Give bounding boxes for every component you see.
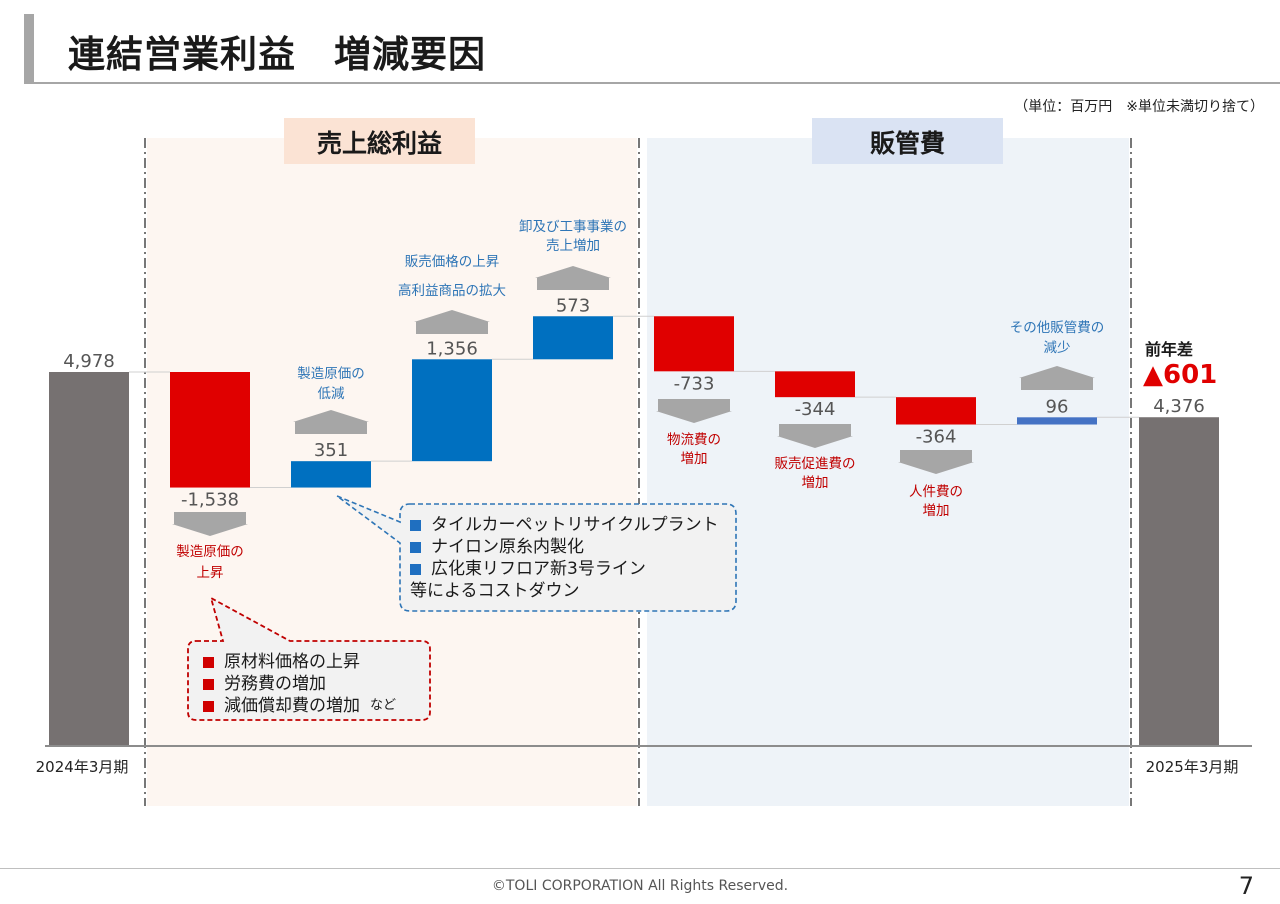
bullet-square-icon <box>203 678 214 690</box>
factor-label-8: その他販管費の <box>1010 320 1105 336</box>
value-label-5: -733 <box>674 373 715 394</box>
title-divider <box>24 82 1280 84</box>
bar-4 <box>533 316 613 360</box>
page-number: 7 <box>1238 872 1254 900</box>
unit-note: （単位：百万円 ※単位未満切り捨て） <box>1014 99 1264 115</box>
bar-1 <box>170 372 250 488</box>
bar-7 <box>896 397 976 425</box>
down-arrow-icon-7 <box>898 450 974 474</box>
factor-label-1: 製造原価の <box>176 544 244 560</box>
factor-label-6: 増加 <box>802 475 829 491</box>
factor-label-2: 低減 <box>318 385 345 402</box>
factor-label-7: 人件費の <box>909 484 963 500</box>
cost-up-callout-box <box>187 596 431 721</box>
gross-profit-header <box>284 118 475 164</box>
callout-item: 広化東リフロア新3号ライン <box>410 558 719 580</box>
footer-divider <box>0 868 1280 869</box>
value-label-8: 96 <box>1046 396 1069 417</box>
factor-label-3: 高利益商品の拡大 <box>398 282 506 299</box>
down-arrow-icon-6 <box>777 424 853 448</box>
factor-label-4: 売上増加 <box>546 238 600 254</box>
page-title: 連結営業利益 増減要因 <box>68 33 486 76</box>
bullet-square-icon <box>203 656 214 668</box>
value-label-9: 4,376 <box>1153 396 1205 417</box>
down-arrow-icon-5 <box>656 399 732 423</box>
yoy-label: 前年差 <box>1145 340 1193 359</box>
gross-profit-header-label: 売上総利益 <box>317 129 442 158</box>
sga-panel <box>647 138 1129 806</box>
bullet-square-icon <box>410 541 421 553</box>
bullet-square-icon <box>203 700 214 712</box>
title-accent-bar <box>24 14 34 82</box>
bar-3 <box>412 359 492 462</box>
yoy-value: ▲601 <box>1143 360 1217 390</box>
factor-label-6: 販売促進費の <box>775 456 856 472</box>
factor-label-3: 販売価格の上昇 <box>405 254 500 270</box>
callout-item: 減価償却費の増加 など <box>203 695 396 717</box>
up-arrow-icon-2 <box>293 410 369 434</box>
category-label-2025: 2025年3月期 <box>1146 758 1239 776</box>
bar-9 <box>1139 417 1219 746</box>
bar-0 <box>49 372 129 746</box>
factor-label-5: 物流費の <box>667 432 721 448</box>
factor-label-1: 上昇 <box>197 565 224 581</box>
factor-label-8: 減少 <box>1044 339 1071 356</box>
factor-label-7: 増加 <box>923 503 950 519</box>
cost-down-callout-box <box>336 495 737 612</box>
bar-8 <box>1017 417 1097 425</box>
waterfall-chart: 売上総利益 販管費 4,978 -1,538 351 1,356 573 -733 -344… <box>36 118 1252 806</box>
callout-suffix: 等によるコストダウン <box>410 581 580 601</box>
bar-6 <box>775 371 855 398</box>
plot-area: 4,978 -1,538 351 1,356 573 -733 -344 -364 96 4,37… <box>49 219 1219 746</box>
bullet-square-icon <box>410 519 421 531</box>
copyright: ©TOLI CORPORATION All Rights Reserved. <box>491 878 789 894</box>
up-arrow-icon-4 <box>535 266 611 290</box>
factor-label-2: 製造原価の <box>297 366 365 382</box>
value-label-7: -364 <box>916 427 957 448</box>
value-label-3: 1,356 <box>426 338 478 359</box>
factor-label-4: 卸及び工事事業の <box>519 219 627 235</box>
value-label-6: -344 <box>795 399 836 420</box>
callout-item: タイルカーペットリサイクルプラント <box>410 514 719 536</box>
value-label-1: -1,538 <box>181 490 239 511</box>
bar-2 <box>291 461 371 488</box>
value-label-4: 573 <box>556 295 590 316</box>
value-label-2: 351 <box>314 440 348 461</box>
callout-item: 労務費の増加 <box>203 673 396 695</box>
up-arrow-icon-8 <box>1019 366 1095 390</box>
bar-5 <box>654 316 734 372</box>
category-label-2024: 2024年3月期 <box>36 758 129 776</box>
callout-item: ナイロン原糸内製化 <box>410 536 719 558</box>
down-arrow-icon-1 <box>172 512 248 536</box>
sga-header-label: 販管費 <box>870 129 945 158</box>
factor-label-5: 増加 <box>681 451 708 467</box>
value-label-0: 4,978 <box>63 351 115 372</box>
cost-up-callout: 原材料価格の上昇 労務費の増加 減価償却費の増加 など <box>203 651 396 717</box>
sga-header <box>812 118 1003 164</box>
up-arrow-icon-3 <box>414 310 490 334</box>
cost-down-callout: タイルカーペットリサイクルプラント ナイロン原糸内製化 広化東リフロア新3号ライ… <box>410 514 719 602</box>
bullet-square-icon <box>410 563 421 575</box>
callout-item: 原材料価格の上昇 <box>203 651 396 673</box>
